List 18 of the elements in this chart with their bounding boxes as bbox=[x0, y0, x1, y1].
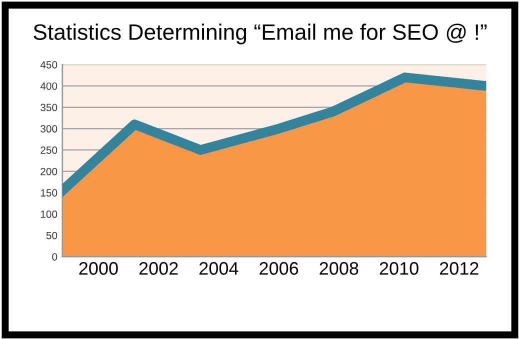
x-tick-label: 2000 bbox=[79, 262, 118, 275]
x-tick-label: 2002 bbox=[139, 262, 178, 275]
x-tick-label: 2008 bbox=[320, 262, 358, 275]
y-tick-label: 200 bbox=[40, 168, 58, 176]
y-tick-label: 50 bbox=[46, 232, 58, 240]
y-tick-label: 350 bbox=[40, 104, 58, 112]
x-tick-label: 2010 bbox=[380, 262, 418, 275]
x-tick-label: 2004 bbox=[200, 262, 238, 275]
y-tick-label: 300 bbox=[40, 125, 58, 133]
y-tick-label: 400 bbox=[40, 82, 58, 90]
chart-title: Statistics Determining “Email me for SEO @ !” bbox=[34, 24, 487, 44]
x-tick-label: 2012 bbox=[440, 262, 478, 275]
y-tick-label: 100 bbox=[40, 210, 58, 218]
y-tick-label: 450 bbox=[40, 61, 58, 68]
y-tick-label: 150 bbox=[40, 189, 58, 197]
x-tick-label: 2006 bbox=[260, 262, 298, 275]
y-tick-label: 0 bbox=[52, 253, 58, 261]
y-tick-label: 250 bbox=[40, 146, 58, 154]
